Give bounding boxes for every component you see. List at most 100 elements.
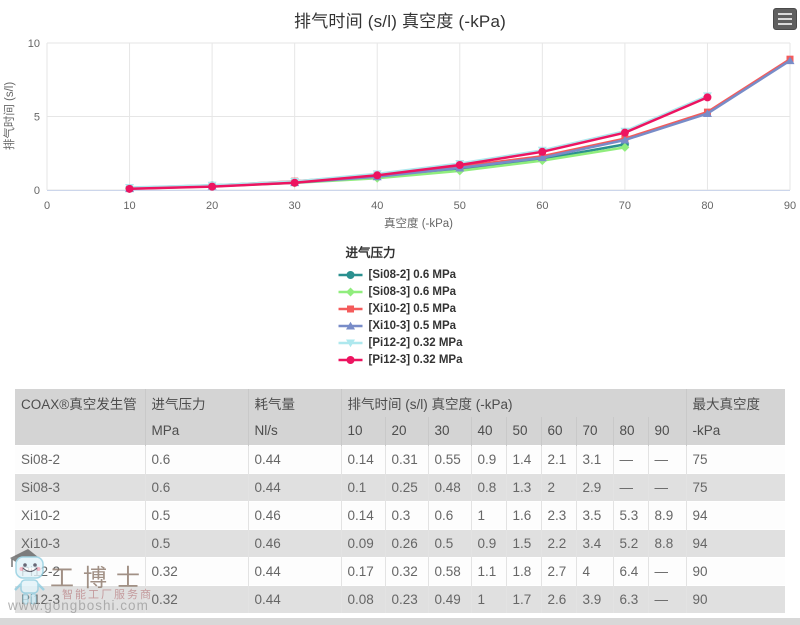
- x-axis-tick-label: 60: [536, 200, 548, 212]
- table-cell: Xi10-2: [15, 501, 146, 529]
- legend-item-si08-2[interactable]: [Si08-2] 0.6 MPa: [338, 266, 463, 283]
- table-cell: 1.4: [506, 445, 542, 473]
- table-cell: 0.6: [145, 473, 249, 501]
- series-line-pi12-2: [128, 94, 709, 189]
- column-header: 耗气量: [248, 389, 342, 417]
- data-point-marker: [703, 93, 712, 102]
- hamburger-menu-icon[interactable]: [773, 8, 797, 30]
- table-cell: 0.32: [145, 557, 249, 585]
- table-cell: 2.6: [541, 585, 577, 613]
- table-cell: 0.08: [341, 585, 386, 613]
- table-cell: 94: [692, 535, 708, 551]
- column-header: 排气时间 (s/l) 真空度 (-kPa): [341, 389, 687, 417]
- table-cell: 0.25: [385, 473, 429, 501]
- table-cell: 0.09: [341, 529, 386, 557]
- data-point-marker: [346, 321, 356, 329]
- table-cell: 1.6: [506, 501, 542, 529]
- table-cell: 0.23: [385, 585, 429, 613]
- table-cell: 0.49: [428, 585, 472, 613]
- data-point-marker: [125, 184, 134, 193]
- column-subheader: 50: [506, 417, 542, 445]
- data-point-marker: [785, 56, 795, 65]
- legend-marker-icon: [338, 355, 363, 364]
- column-subheader: 20: [385, 417, 429, 445]
- table-cell: 6.3: [613, 585, 649, 613]
- table-cell: Pi12-3: [15, 585, 146, 613]
- table-cell: 0.32: [385, 557, 429, 585]
- legend-item-si08-3[interactable]: [Si08-3] 0.6 MPa: [338, 283, 463, 300]
- table-cell: Xi10-3: [15, 529, 146, 557]
- menu-bar: [778, 17, 792, 21]
- legend-item-pi12-3[interactable]: [Pi12-3] 0.32 MPa: [338, 351, 462, 368]
- x-axis-tick-label: 0: [44, 200, 50, 212]
- column-subheader: 10: [341, 417, 386, 445]
- table-cell: 0.9: [471, 529, 507, 557]
- table-cell: 0.44: [248, 445, 342, 473]
- table-cell: 1.1: [471, 557, 507, 585]
- table-cell: —: [648, 557, 687, 585]
- table-cell: 94: [692, 507, 708, 523]
- table-cell: 0.1: [341, 473, 386, 501]
- menu-bar: [778, 12, 792, 16]
- x-axis-tick-label: 20: [206, 200, 218, 212]
- table-cell: 0.44: [248, 585, 342, 613]
- bottom-divider: [0, 618, 800, 625]
- table-cell: 2.3: [541, 501, 577, 529]
- x-axis-tick-label: 90: [784, 200, 796, 212]
- table-cell: 0.55: [428, 445, 472, 473]
- legend-item-xi10-2[interactable]: [Xi10-2] 0.5 MPa: [338, 300, 463, 317]
- chart-legend: 进气压力 [Si08-2] 0.6 MPa [Si08-3] 0.6 MPa [Xi…: [338, 242, 463, 368]
- table-cell: 0.26: [385, 529, 429, 557]
- table-row-xi10-2: Xi10-2 0.5 0.46 0.14 0.3 0.6 1 1.6 2.3 3.5 5.3 8.9 9…: [15, 501, 786, 529]
- data-point-marker: [347, 305, 355, 312]
- legend-label: [Xi10-3] 0.5 MPa: [368, 319, 457, 332]
- table-cell: 0.17: [341, 557, 386, 585]
- table-cell: 1.3: [506, 473, 542, 501]
- table-cell: —: [613, 445, 649, 473]
- table-cell: —: [648, 585, 687, 613]
- table-cell: 2: [541, 473, 577, 501]
- x-axis-tick-label: 80: [701, 200, 713, 212]
- table-cell: 2.2: [541, 529, 577, 557]
- data-point-marker: [208, 182, 217, 191]
- table-cell: 1.5: [506, 529, 542, 557]
- table-cell: 0.3: [385, 501, 429, 529]
- table-cell: —: [648, 473, 687, 501]
- data-point-marker: [346, 355, 355, 364]
- legend-marker-icon: [338, 321, 363, 329]
- table-cell: 0.46: [248, 501, 342, 529]
- table-cell: 4: [576, 557, 614, 585]
- column-subheader: 90: [648, 417, 687, 445]
- legend-item-pi12-2[interactable]: [Pi12-2] 0.32 MPa: [338, 334, 462, 351]
- x-axis-tick-label: 30: [289, 200, 301, 212]
- table-cell: —: [613, 473, 649, 501]
- x-axis-tick-label: 40: [371, 200, 383, 212]
- y-axis-tick-label: 5: [34, 112, 40, 124]
- table-cell: 75: [692, 479, 708, 495]
- table-cell: 5.2: [613, 529, 649, 557]
- table-cell: 1.7: [506, 585, 542, 613]
- line-chart: 0 10 20 30 40 50 60 70 80 90 0 5 10 真空度 (-kPa) 排气时间 (s…: [2, 38, 796, 230]
- table-row-xi10-3: Xi10-3 0.5 0.46 0.09 0.26 0.5 0.9 1.5 2.2 3.4 5.2 8…: [15, 529, 786, 557]
- chart-title: 排气时间 (s/l) 真空度 (-kPa): [294, 12, 506, 31]
- table-cell: 0.48: [428, 473, 472, 501]
- table-subheader-row: MPa Nl/s 10 20 30 40 50 60 70 80 90 -kPa: [15, 417, 786, 445]
- legend-marker-icon: [338, 287, 363, 296]
- column-subheader: 60: [541, 417, 577, 445]
- table-cell: 0.14: [341, 501, 386, 529]
- series-line-pi12-3: [128, 96, 709, 191]
- table-cell: 2.9: [576, 473, 614, 501]
- spec-table-container: COAX®真空发生管 进气压力 耗气量 排气时间 (s/l) 真空度 (-kPa) 最大…: [15, 389, 786, 613]
- table-cell: 6.4: [613, 557, 649, 585]
- table-cell: 0.31: [385, 445, 429, 473]
- column-subheader: 70: [576, 417, 614, 445]
- table-header-row: COAX®真空发生管 进气压力 耗气量 排气时间 (s/l) 真空度 (-kPa) 最大…: [15, 389, 786, 417]
- legend-marker-icon: [338, 270, 363, 279]
- legend-label: [Si08-3] 0.6 MPa: [368, 285, 457, 298]
- legend-item-xi10-3[interactable]: [Xi10-3] 0.5 MPa: [338, 317, 463, 334]
- table-cell: 0.44: [248, 473, 342, 501]
- table-cell: 0.9: [471, 445, 507, 473]
- table-cell: 0.5: [428, 529, 472, 557]
- data-point-marker: [290, 178, 299, 187]
